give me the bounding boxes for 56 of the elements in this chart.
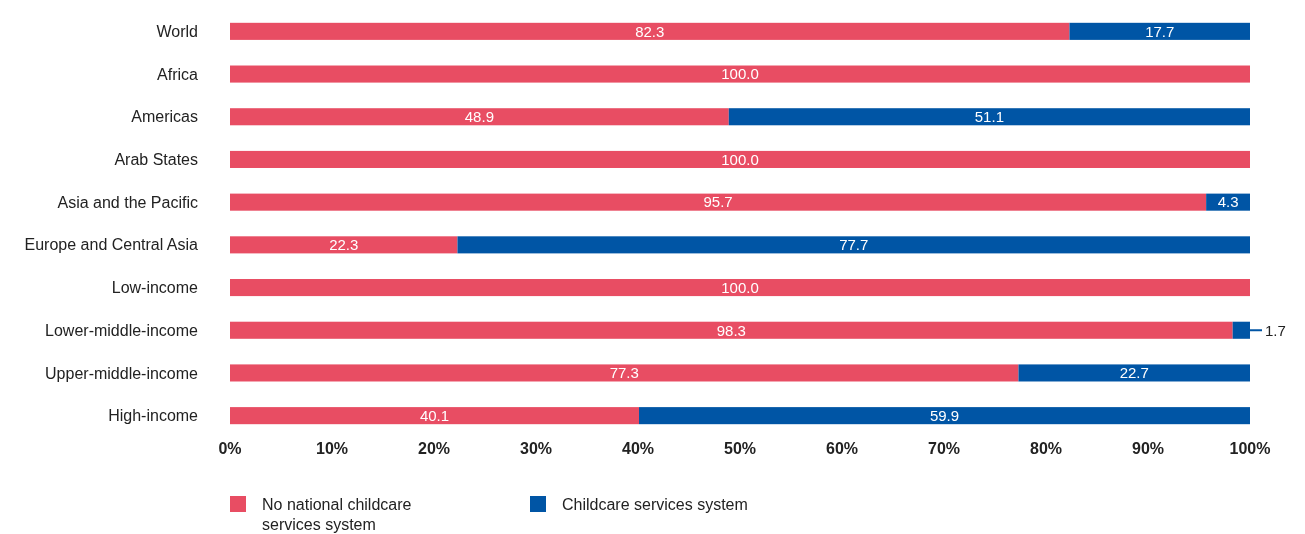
x-tick-label: 20% <box>417 439 451 457</box>
x-tick-label: 100% <box>1229 439 1271 457</box>
data-label: 4.3 <box>1217 193 1239 211</box>
data-label: 48.9 <box>464 108 494 125</box>
y-tick-label: High-income <box>108 407 199 425</box>
data-label: 95.7 <box>703 193 733 211</box>
legend-label: No national childcare services system <box>262 496 412 533</box>
data-label: 59.9 <box>929 406 960 424</box>
x-tick-label: 30% <box>519 439 553 457</box>
bar <box>728 108 1250 126</box>
data-label: 100.0 <box>721 65 759 83</box>
bar <box>457 236 1250 254</box>
bar <box>1232 321 1250 339</box>
bar <box>639 407 1250 425</box>
bar <box>230 22 1070 40</box>
x-tick-label: 50% <box>723 439 757 457</box>
bar <box>230 236 458 254</box>
data-label: 100.0 <box>721 150 759 168</box>
data-label: 22.3 <box>329 236 359 254</box>
x-tick-label: 10% <box>315 439 349 457</box>
y-tick-label: Americas <box>131 108 198 126</box>
bar <box>230 407 640 425</box>
x-tick-label: 70% <box>927 439 961 457</box>
data-label: 17.7 <box>1145 22 1175 40</box>
x-tick-label: 0% <box>218 439 242 457</box>
bar <box>230 364 1019 382</box>
y-tick-label: World <box>156 22 198 40</box>
y-tick-label: Low-income <box>111 279 199 297</box>
y-tick-label: Upper-middle-income <box>45 364 199 382</box>
data-label: 77.3 <box>609 364 639 382</box>
x-tick-label: 60% <box>825 439 859 457</box>
data-label: 100.0 <box>721 278 759 296</box>
data-label: 51.1 <box>974 108 1004 125</box>
data-label: 77.7 <box>839 236 869 254</box>
y-tick-label: Asia and the Pacific <box>57 193 198 211</box>
y-tick-label: Africa <box>157 65 199 83</box>
data-label: 22.7 <box>1119 364 1149 382</box>
y-tick-label: Europe and Central Asia <box>24 236 199 254</box>
bar <box>230 108 729 126</box>
bar <box>230 193 1207 211</box>
data-label: 82.3 <box>635 22 665 40</box>
bar <box>230 279 1250 297</box>
y-tick-label: Arab States <box>114 151 198 169</box>
x-tick-label: 90% <box>1131 439 1165 457</box>
y-tick-label: Lower-middle-income <box>45 321 199 339</box>
bar <box>230 321 1233 339</box>
bar <box>230 150 1250 168</box>
data-label: 1.7 <box>1265 321 1286 339</box>
bar <box>230 65 1250 83</box>
bar <box>1018 364 1250 382</box>
legend-label: Childcare services system <box>562 496 748 513</box>
x-tick-label: 40% <box>621 439 655 457</box>
x-tick-label: 80% <box>1029 439 1063 457</box>
data-label: 40.1 <box>419 406 450 424</box>
data-label: 98.3 <box>716 321 746 339</box>
bar <box>1069 22 1250 40</box>
